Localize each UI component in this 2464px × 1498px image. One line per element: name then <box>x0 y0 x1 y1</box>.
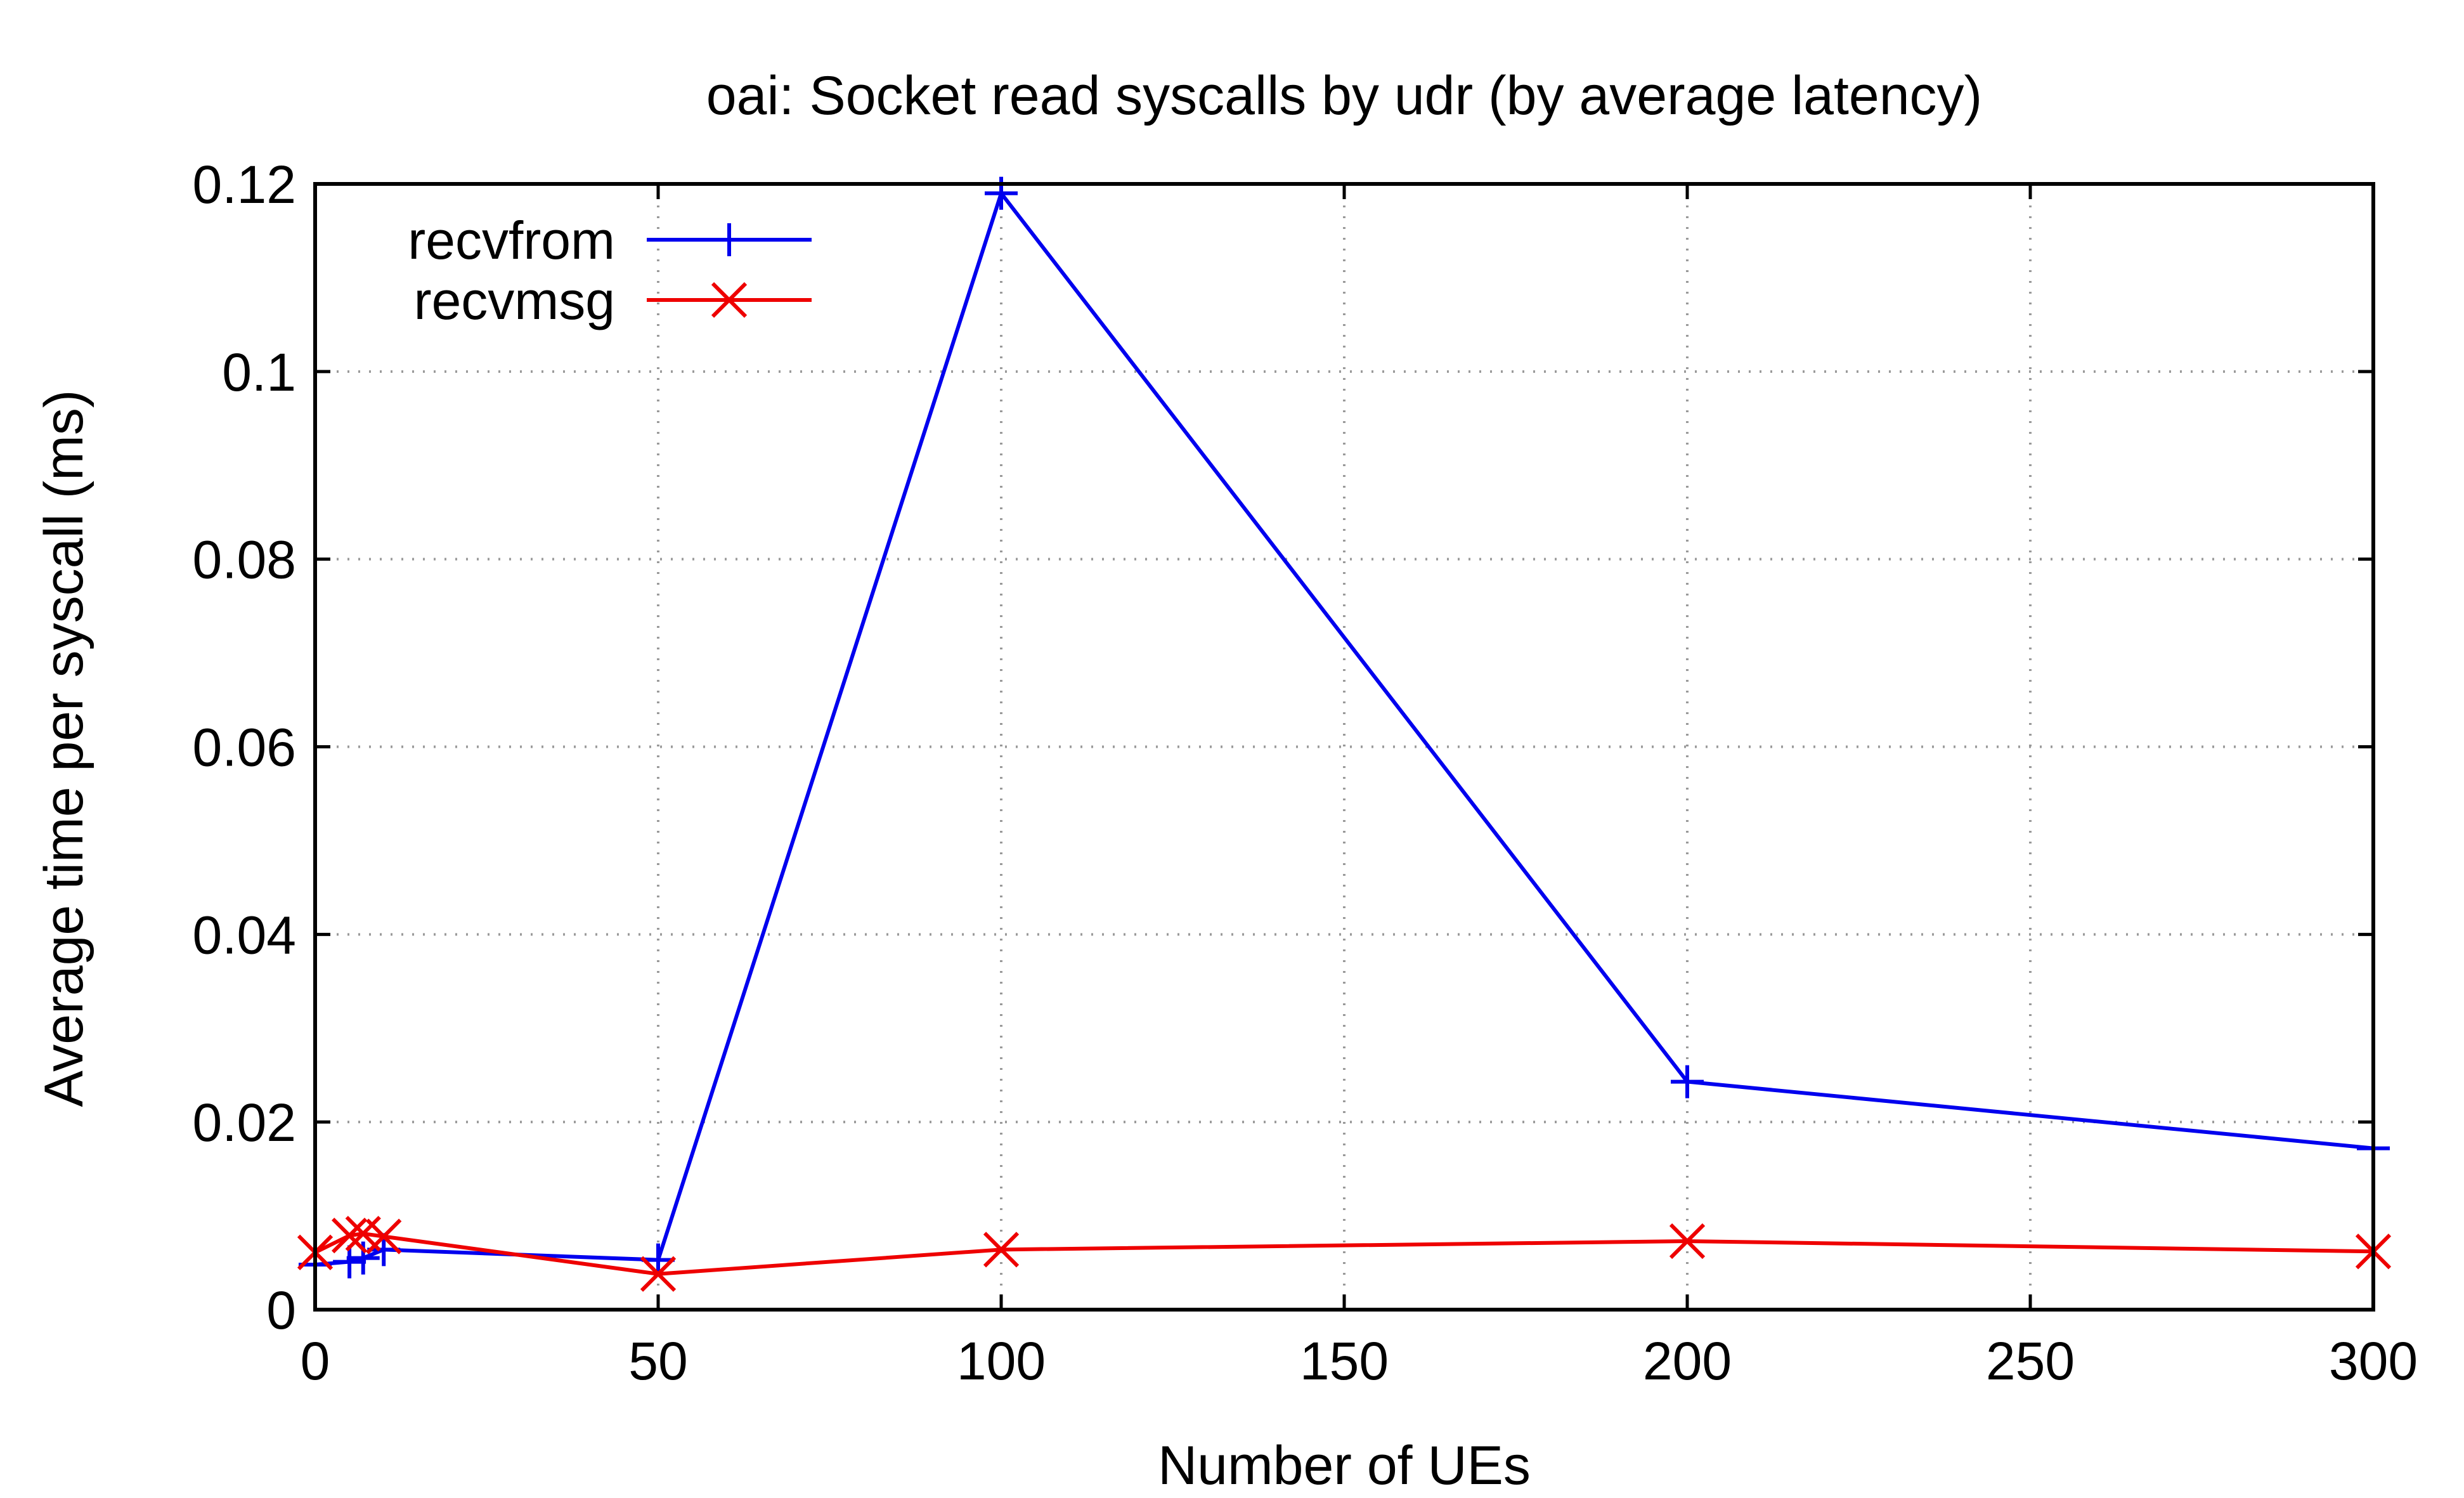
y-tick-label: 0.04 <box>193 905 297 965</box>
marker-stroke <box>1669 1223 1706 1260</box>
y-tick-label: 0.02 <box>193 1093 297 1152</box>
y-tick-label: 0.1 <box>222 342 296 402</box>
marker-stroke <box>345 1216 381 1252</box>
x-tick-label: 300 <box>2329 1331 2418 1391</box>
data-point-recvfrom <box>1671 1065 1704 1098</box>
data-point-recvmsg <box>1669 1223 1706 1260</box>
data-point-recvfrom <box>333 1245 366 1279</box>
x-tick-label: 0 <box>301 1331 330 1391</box>
marker-stroke <box>331 1218 368 1254</box>
data-point-recvmsg <box>366 1218 402 1254</box>
series-line-recvmsg <box>314 1232 2374 1276</box>
data-point-recvfrom <box>985 176 1018 210</box>
marker-stroke <box>983 1232 1020 1268</box>
data-point-recvmsg <box>983 1232 1020 1268</box>
marker-stroke <box>711 282 748 318</box>
grid-lines <box>315 184 2373 1310</box>
x-tick-label: 100 <box>957 1331 1046 1391</box>
data-point-recvfrom <box>642 1243 675 1277</box>
x-axis-label: Number of UEs <box>1158 1435 1531 1496</box>
data-point-recvmsg <box>640 1256 677 1292</box>
legend-marker-recvmsg <box>711 282 748 318</box>
y-tick-label: 0.08 <box>193 530 297 590</box>
data-point-recvmsg <box>331 1218 368 1254</box>
legend-marker-recvfrom <box>713 223 746 256</box>
x-tick-label: 250 <box>1986 1331 2075 1391</box>
axis-ticks <box>313 182 2375 1312</box>
x-tick-label: 150 <box>1300 1331 1389 1391</box>
x-tick-label: 200 <box>1643 1331 1732 1391</box>
series-line-recvfrom <box>314 191 2374 1267</box>
tick-labels: 0 50 100 150 200 250 300 0 0.02 0.04 0.06 0.08 0.1 0.… <box>193 155 2418 1391</box>
marker-stroke <box>366 1218 402 1254</box>
marker-stroke <box>640 1256 677 1292</box>
x-tick-label: 50 <box>628 1331 687 1391</box>
y-axis-label: Average time per syscall (ms) <box>34 389 94 1107</box>
y-tick-label: 0 <box>266 1280 296 1340</box>
legend-label-recvfrom: recvfrom <box>408 211 615 270</box>
y-tick-label: 0.06 <box>193 718 297 778</box>
plot-frame <box>313 182 2375 1312</box>
chart-title: oai: Socket read syscalls by udr (by ave… <box>706 65 1982 126</box>
y-tick-label: 0.12 <box>193 155 297 214</box>
legend-label-recvmsg: recvmsg <box>414 271 615 330</box>
